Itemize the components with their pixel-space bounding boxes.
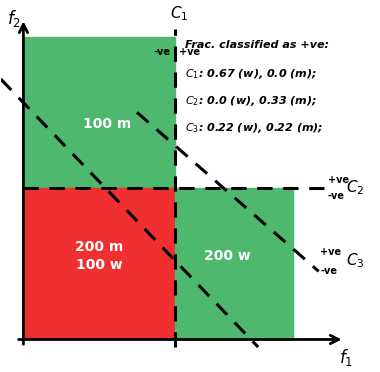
Text: 100 m: 100 m: [82, 118, 131, 131]
Text: -ve: -ve: [153, 47, 170, 57]
Text: $C_3$: $C_3$: [346, 251, 364, 270]
Text: +ve: +ve: [179, 47, 201, 57]
Text: $C_1$: 0.67 (w), 0.0 (m);: $C_1$: 0.67 (w), 0.0 (m);: [185, 67, 318, 81]
Text: $f_2$: $f_2$: [7, 8, 21, 29]
Text: 200 w: 200 w: [204, 249, 251, 263]
Text: +ve: +ve: [328, 175, 349, 185]
Text: -ve: -ve: [328, 191, 345, 201]
Bar: [175, 188, 293, 340]
Text: -ve: -ve: [320, 266, 337, 276]
Text: $C_3$: 0.22 (w), 0.22 (m);: $C_3$: 0.22 (w), 0.22 (m);: [185, 121, 324, 135]
Text: Frac. classified as +ve:: Frac. classified as +ve:: [185, 40, 329, 49]
Text: $C_2$: 0.0 (w), 0.33 (m);: $C_2$: 0.0 (w), 0.33 (m);: [185, 94, 318, 108]
Text: $C_1$: $C_1$: [170, 4, 188, 23]
Text: $f_1$: $f_1$: [339, 347, 353, 368]
Text: +ve: +ve: [320, 247, 341, 257]
Text: $C_2$: $C_2$: [346, 179, 364, 198]
Bar: [24, 188, 175, 340]
Bar: [24, 36, 175, 188]
Text: 200 m
100 w: 200 m 100 w: [75, 240, 123, 272]
